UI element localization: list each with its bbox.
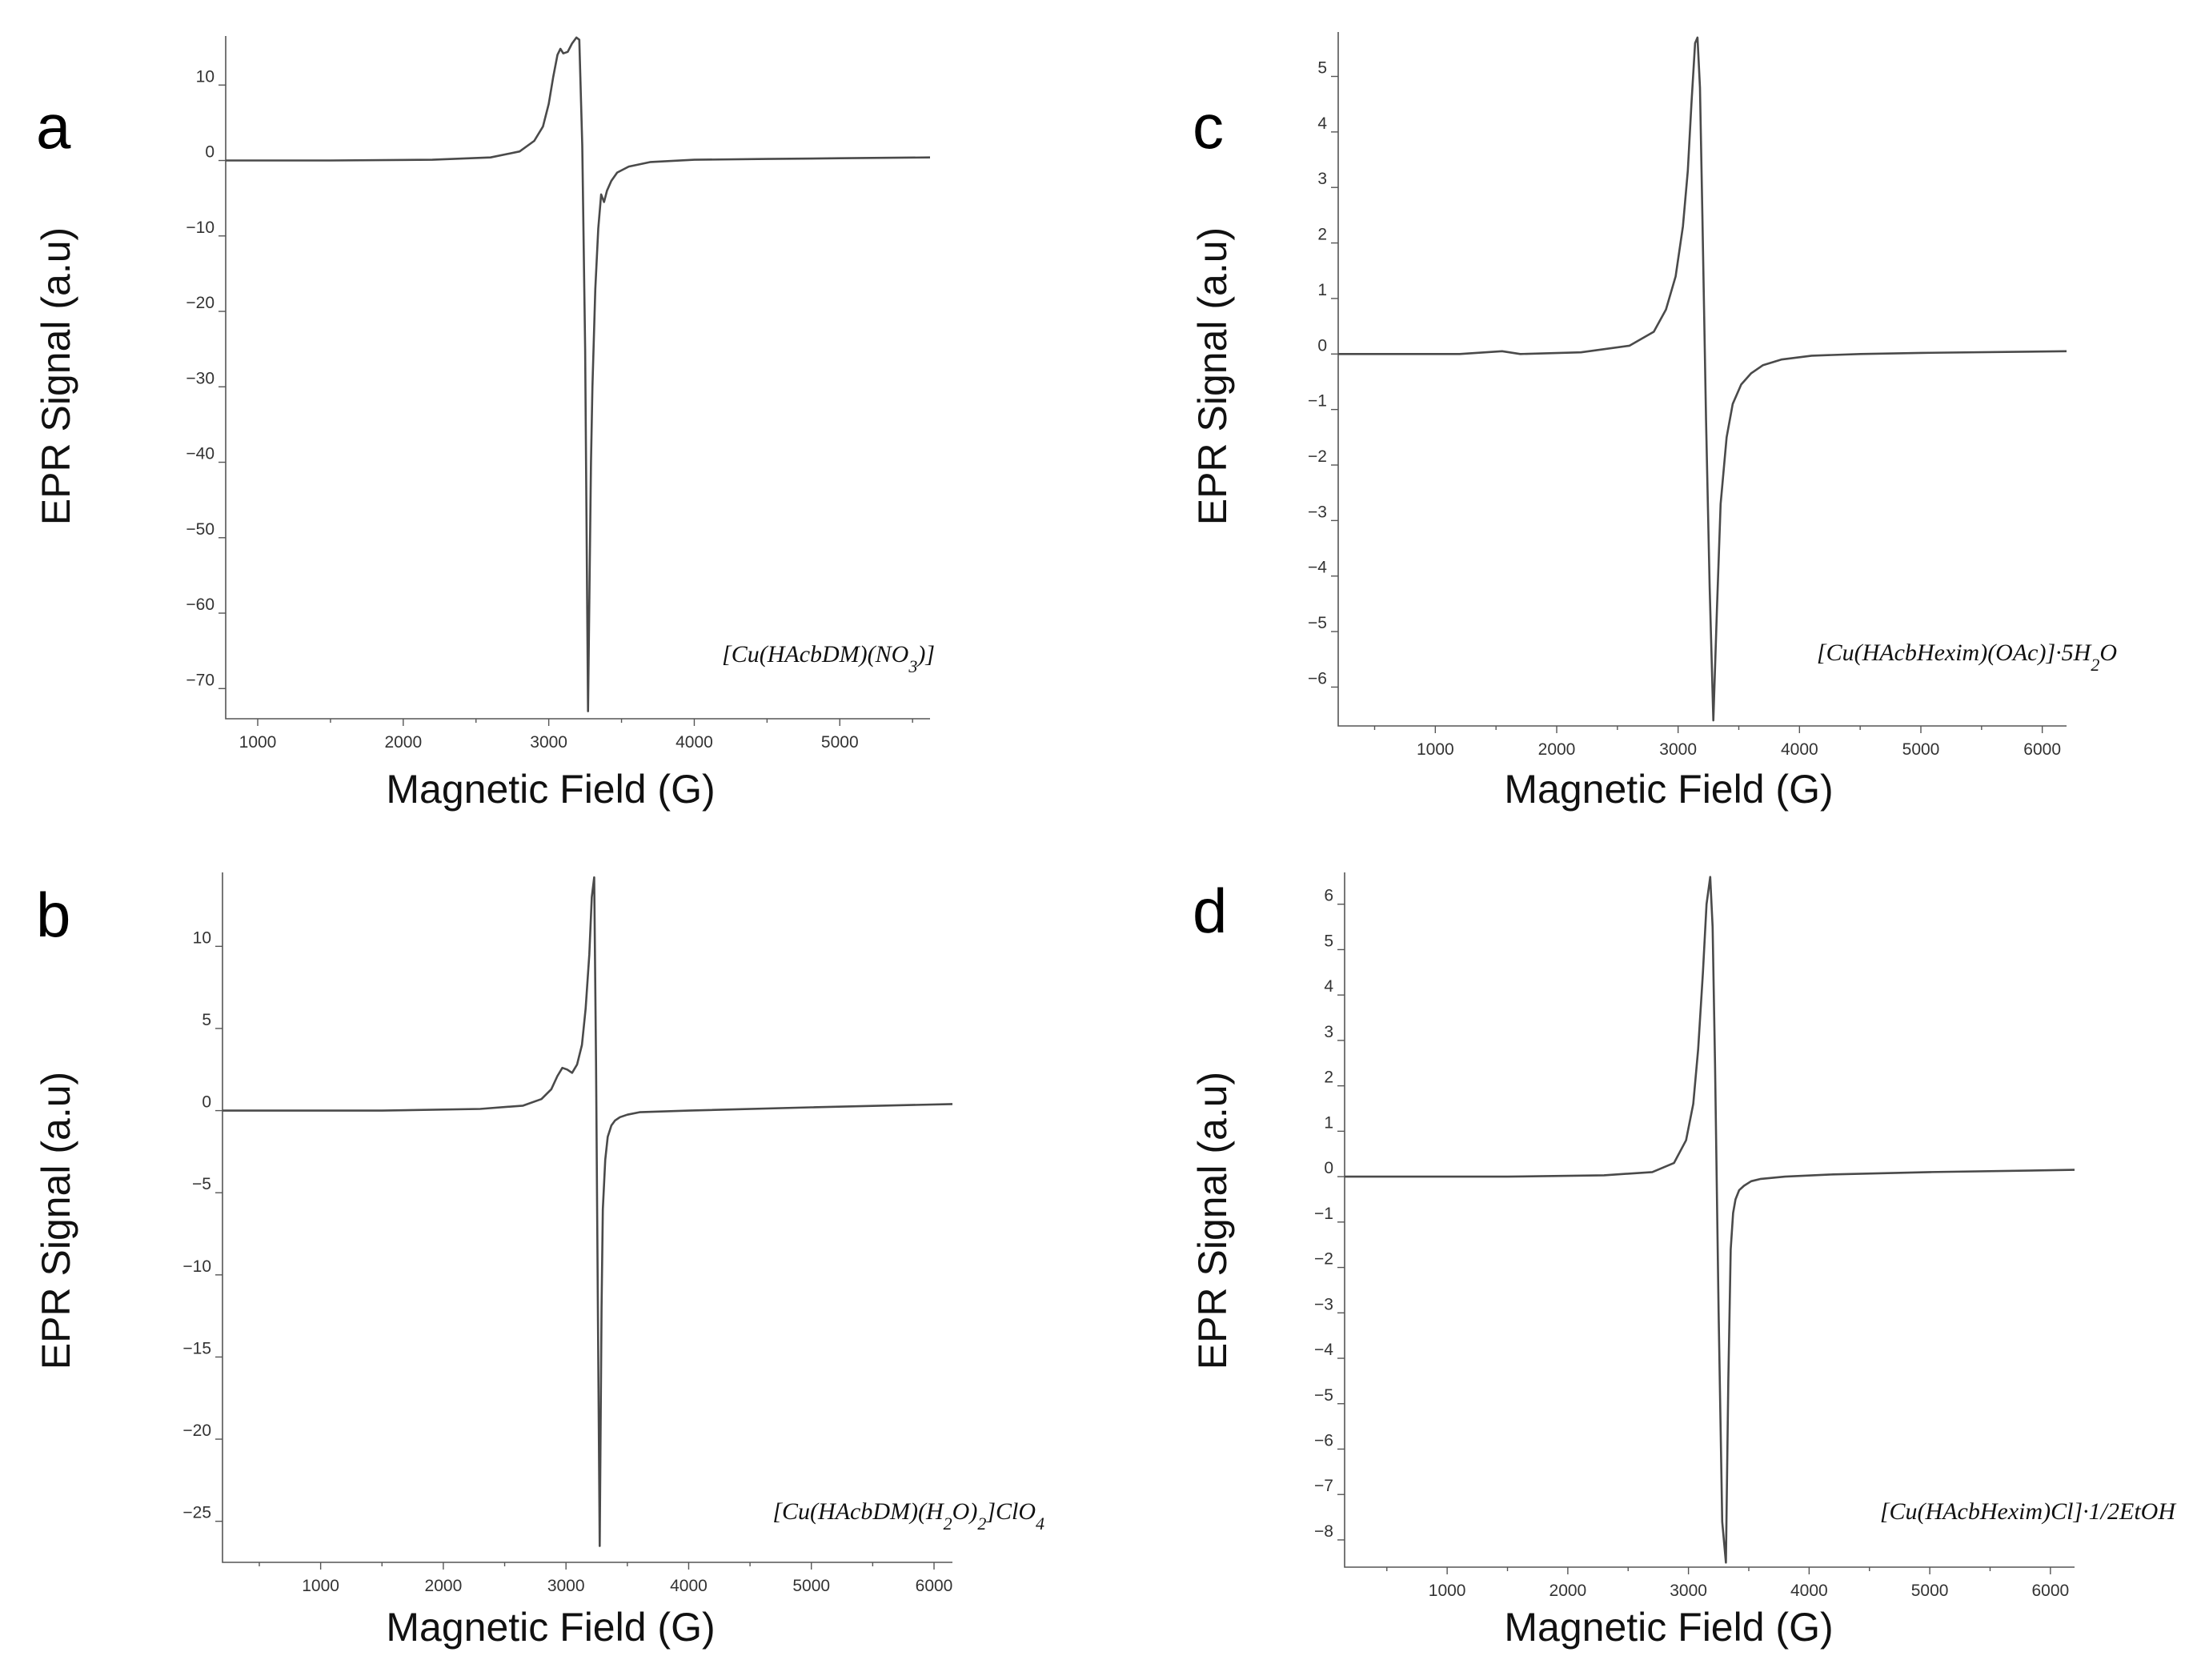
y-tick-label: −20	[186, 294, 214, 312]
x-axis-title: Magnetic Field (G)	[1504, 767, 1833, 812]
y-tick-label: 0	[205, 143, 214, 162]
y-tick-label: −1	[1308, 392, 1327, 411]
y-tick-label: 3	[1317, 170, 1327, 188]
y-tick-label: −3	[1308, 503, 1327, 521]
y-tick-label: −60	[186, 595, 214, 614]
x-axis-title: Magnetic Field (G)	[386, 767, 715, 812]
compound-label: [Cu(HAcbDM)(NO3)]	[722, 641, 935, 676]
y-tick-label: −5	[192, 1175, 211, 1193]
x-tick-label: 3000	[1670, 1582, 1707, 1600]
y-tick-label: −8	[1314, 1522, 1333, 1541]
compound-label: [Cu(HAcbDM)(H2O)2]ClO4	[772, 1498, 1044, 1534]
x-tick-label: 1000	[302, 1577, 339, 1595]
panel-a: a 1000 2000 3000 4000 5000 10 0 −10 −20 −30 −40 −50 −…	[34, 36, 935, 812]
x-tick-label: 1000	[1429, 1582, 1466, 1600]
y-tick-label: −5	[1308, 614, 1327, 632]
y-axis-title: EPR Signal (a.u)	[34, 1072, 78, 1369]
y-tick-label: −10	[182, 1257, 211, 1276]
y-tick-label: −4	[1308, 559, 1327, 577]
epr-spectrum-line	[226, 36, 931, 712]
x-tick-label: 5000	[1902, 740, 1940, 759]
y-tick-label: 2	[1317, 226, 1327, 244]
y-tick-label: −6	[1308, 669, 1327, 688]
y-tick-label: 5	[1317, 58, 1327, 77]
y-tick-label: 1	[1324, 1113, 1333, 1132]
x-axis-title: Magnetic Field (G)	[386, 1605, 715, 1650]
y-tick-label: −5	[1314, 1386, 1333, 1405]
y-axis-title: EPR Signal (a.u)	[1190, 227, 1235, 525]
y-tick-label: −3	[1314, 1295, 1333, 1313]
x-axis-title: Magnetic Field (G)	[1504, 1605, 1833, 1650]
y-tick-label: 0	[1317, 336, 1327, 355]
y-tick-label: −1	[1314, 1205, 1333, 1223]
x-tick-label: 3000	[1659, 740, 1697, 759]
epr-spectrum-line	[1338, 36, 2067, 722]
x-tick-label: 1000	[1417, 740, 1454, 759]
x-tick-label: 2000	[1538, 740, 1576, 759]
y-tick-label: −7	[1314, 1477, 1333, 1495]
y-tick-label: 10	[196, 67, 214, 86]
panel-letter: b	[36, 880, 70, 950]
y-tick-label: −20	[182, 1421, 211, 1440]
y-tick-label: −30	[186, 369, 214, 387]
y-tick-label: −15	[182, 1339, 211, 1357]
y-tick-label: −70	[186, 671, 214, 689]
x-tick-label: 3000	[530, 733, 567, 752]
y-tick-label: 4	[1324, 977, 1333, 996]
panel-letter: a	[36, 91, 71, 162]
panel-d: d 1000 2000 3000 4000 5000 6000 6 5 4 3 2 1 0 −1 −2 −3 −4…	[1190, 872, 2177, 1650]
y-tick-label: 10	[193, 928, 211, 947]
x-tick-label: 4000	[676, 733, 713, 752]
x-tick-label: 6000	[2031, 1582, 2069, 1600]
epr-spectrum-line	[1345, 876, 2075, 1564]
axes-frame	[1337, 32, 2067, 727]
axes-frame	[222, 872, 952, 1563]
axes-frame	[225, 36, 930, 720]
y-tick-label: 0	[1324, 1159, 1333, 1177]
y-tick-label: −25	[182, 1504, 211, 1522]
x-tick-label: 2000	[384, 733, 422, 752]
y-tick-label: 3	[1324, 1023, 1333, 1041]
x-tick-label: 2000	[425, 1577, 463, 1595]
panel-b: b 1000 2000 3000 4000 5000 6000 10 5 0 −5 −10 −15 −20…	[34, 872, 1044, 1650]
x-tick-label: 2000	[1550, 1582, 1587, 1600]
x-tick-label: 4000	[1781, 740, 1818, 759]
compound-label: [Cu(HAcbHexim)Cl]·1/2EtOH	[1880, 1498, 2177, 1525]
y-tick-label: −10	[186, 219, 214, 237]
x-tick-label: 6000	[2023, 740, 2061, 759]
y-tick-label: 5	[202, 1011, 211, 1029]
y-tick-label: 6	[1324, 887, 1333, 905]
y-tick-label: −2	[1308, 447, 1327, 466]
x-tick-label: 6000	[916, 1577, 953, 1595]
y-tick-label: 5	[1324, 932, 1333, 950]
panel-letter: d	[1193, 876, 1227, 946]
y-tick-label: 1	[1317, 281, 1327, 299]
x-tick-label: 5000	[821, 733, 859, 752]
y-tick-label: −2	[1314, 1250, 1333, 1269]
epr-spectrum-line	[223, 876, 953, 1547]
y-tick-label: −40	[186, 445, 214, 463]
y-tick-label: 4	[1317, 114, 1327, 133]
panel-letter: c	[1193, 91, 1224, 162]
panel-c: c 1000 2000 3000 4000 5000 6000 5 4 3 2 1 0 −1 −2 −3 −4 −…	[1190, 32, 2117, 812]
x-tick-label: 3000	[547, 1577, 585, 1595]
x-tick-label: 1000	[239, 733, 277, 752]
axes-frame	[1344, 872, 2075, 1568]
y-tick-label: 0	[202, 1093, 211, 1112]
compound-label: [Cu(HAcbHexim)(OAc)]·5H2O	[1817, 640, 2117, 675]
y-tick-label: −50	[186, 520, 214, 539]
y-tick-label: 2	[1324, 1069, 1333, 1087]
y-tick-label: −4	[1314, 1341, 1333, 1359]
x-tick-label: 5000	[1911, 1582, 1949, 1600]
y-axis-title: EPR Signal (a.u)	[34, 227, 78, 525]
x-tick-label: 4000	[670, 1577, 708, 1595]
y-axis-title: EPR Signal (a.u)	[1190, 1072, 1235, 1369]
y-tick-label: −6	[1314, 1431, 1333, 1449]
x-tick-label: 4000	[1790, 1582, 1828, 1600]
x-tick-label: 5000	[792, 1577, 830, 1595]
